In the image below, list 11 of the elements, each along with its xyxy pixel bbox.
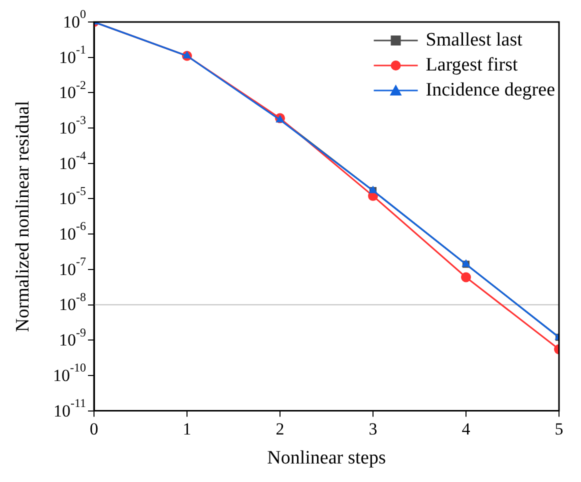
x-axis-title: Nonlinear steps <box>267 448 386 469</box>
legend-label: Incidence degree <box>426 79 556 100</box>
x-tick-label: 1 <box>182 419 192 438</box>
x-tick-label: 0 <box>90 419 98 438</box>
legend-label: Largest first <box>426 54 518 76</box>
legend-label: Smallest last <box>426 29 524 50</box>
x-tick-label: 2 <box>276 419 284 438</box>
x-tick-label: 4 <box>462 419 471 438</box>
y-axis-title: Normalized nonlinear residual <box>12 100 34 332</box>
x-tick-label: 3 <box>368 419 378 438</box>
x-tick-label: 5 <box>554 419 564 438</box>
